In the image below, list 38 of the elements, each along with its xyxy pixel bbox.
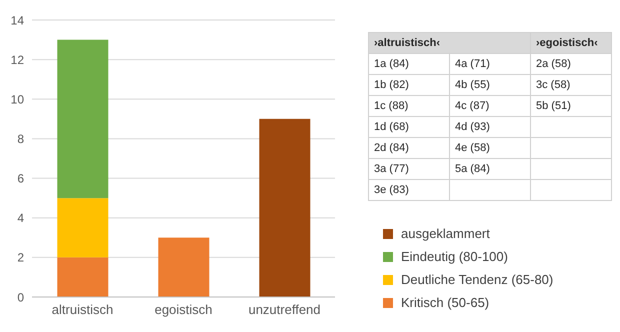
text: 4b (55) [455,79,490,91]
y-tick-label: 10 [10,92,24,106]
x-tick-label: altruistisch [52,302,114,318]
text: 1a (84) [374,58,409,70]
category-label: ›altruistisch‹ [368,32,530,54]
y-tick-label: 0 [17,290,24,304]
text: 3e (83) [374,184,409,196]
y-tick-label: 2 [17,250,24,265]
text: 3c (58) [536,79,570,91]
bar [57,257,108,297]
bar [259,118,310,297]
legend-label: Kritisch (50-65) [401,295,490,310]
x-tick-label: egoistisch [154,302,212,318]
y-tick-label: 4 [17,211,24,226]
y-tick-label: 14 [10,13,24,28]
text: 4d (93) [455,121,490,133]
text: 4e (58) [455,142,490,154]
y-tick-label: 12 [10,52,24,67]
y-tick-label: 8 [17,132,24,146]
text: 5b (51) [536,100,571,112]
text: 2a (58) [536,58,571,70]
text: 2d (84) [374,142,409,154]
bar [57,40,108,198]
text: 3a (77) [374,163,409,175]
bar [158,238,210,297]
text: 1c (88) [374,100,408,112]
text: 5a (84) [455,163,490,175]
text: 1d (68) [374,121,409,133]
text: 4a (71) [455,58,490,70]
y-tick-label: 6 [17,172,24,186]
category-label: ›egoistisch‹ [530,32,612,54]
bar [57,198,108,258]
x-tick-label: unzutreffend [248,302,321,318]
text: 4c (87) [455,100,490,112]
legend-label: Eindeutig (80-100) [401,249,508,264]
text: 1b (82) [374,79,409,91]
legend-label: Deutliche Tendenz (65-80) [401,272,554,287]
legend-label: ausgeklammert [401,226,490,241]
